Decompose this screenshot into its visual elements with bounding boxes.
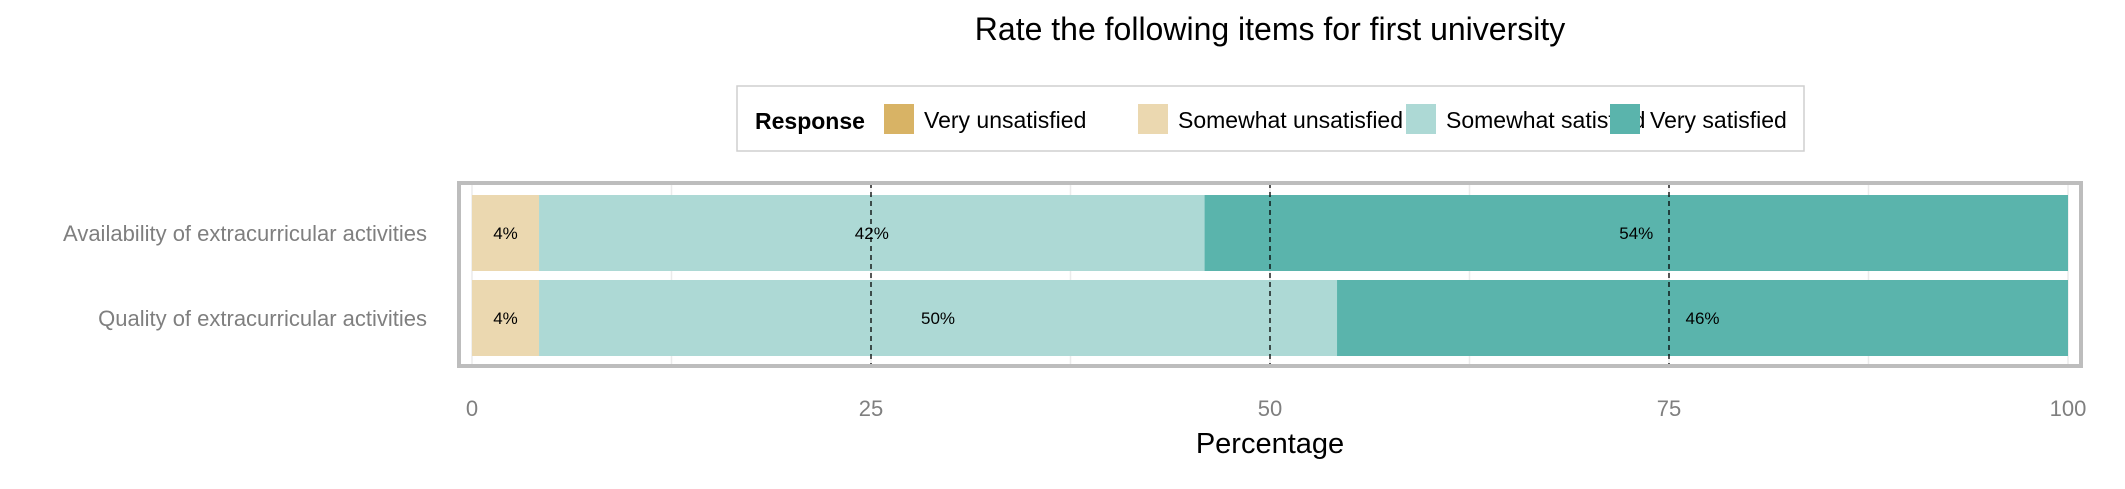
legend-label: Very unsatisfied [924,107,1086,133]
panel-bracket [457,181,2083,368]
x-tick-label: 50 [1258,396,1282,421]
data-label: 4% [493,224,518,243]
y-axis: Availability of extracurricular activiti… [63,221,427,331]
legend-swatch [1406,104,1436,134]
x-axis: 0 25 50 75 100 [466,396,2086,421]
legend-swatch [1610,104,1640,134]
bar-segment [539,280,1338,356]
x-tick-label: 75 [1657,396,1681,421]
bar-labels: 4% 42% 54% 4% 50% 46% [493,224,1719,328]
legend-swatch [884,104,914,134]
data-label: 42% [855,224,889,243]
y-tick-label: Availability of extracurricular activiti… [63,221,427,246]
data-label: 50% [921,309,955,328]
legend-title: Response [755,108,865,134]
bar-segment [1337,280,2068,356]
legend-label: Very satisfied [1650,107,1787,133]
bar-segment [539,195,1205,271]
data-label: 4% [493,309,518,328]
legend-label: Somewhat unsatisfied [1178,107,1403,133]
x-tick-label: 25 [859,396,883,421]
legend-entries: Very unsatisfied Somewhat unsatisfied Some… [884,104,1787,134]
chart-title: Rate the following items for first unive… [975,11,1565,47]
y-tick-label: Quality of extracurricular activities [98,306,427,331]
x-axis-label: Percentage [1196,428,1344,460]
x-tick-label: 0 [466,396,478,421]
bars [472,195,2068,356]
data-label: 46% [1686,309,1720,328]
reference-lines [870,183,1670,366]
bar-segment [472,280,540,356]
data-label: 54% [1619,224,1653,243]
bar-segment [1204,195,2068,271]
x-tick-label: 100 [2050,396,2087,421]
plot-area: 4% 42% 54% 4% 50% 46% [457,181,2083,368]
legend-swatch [1138,104,1168,134]
legend: Response Very unsatisfied Somewhat unsati… [736,85,1805,152]
bar-segment [472,195,540,271]
